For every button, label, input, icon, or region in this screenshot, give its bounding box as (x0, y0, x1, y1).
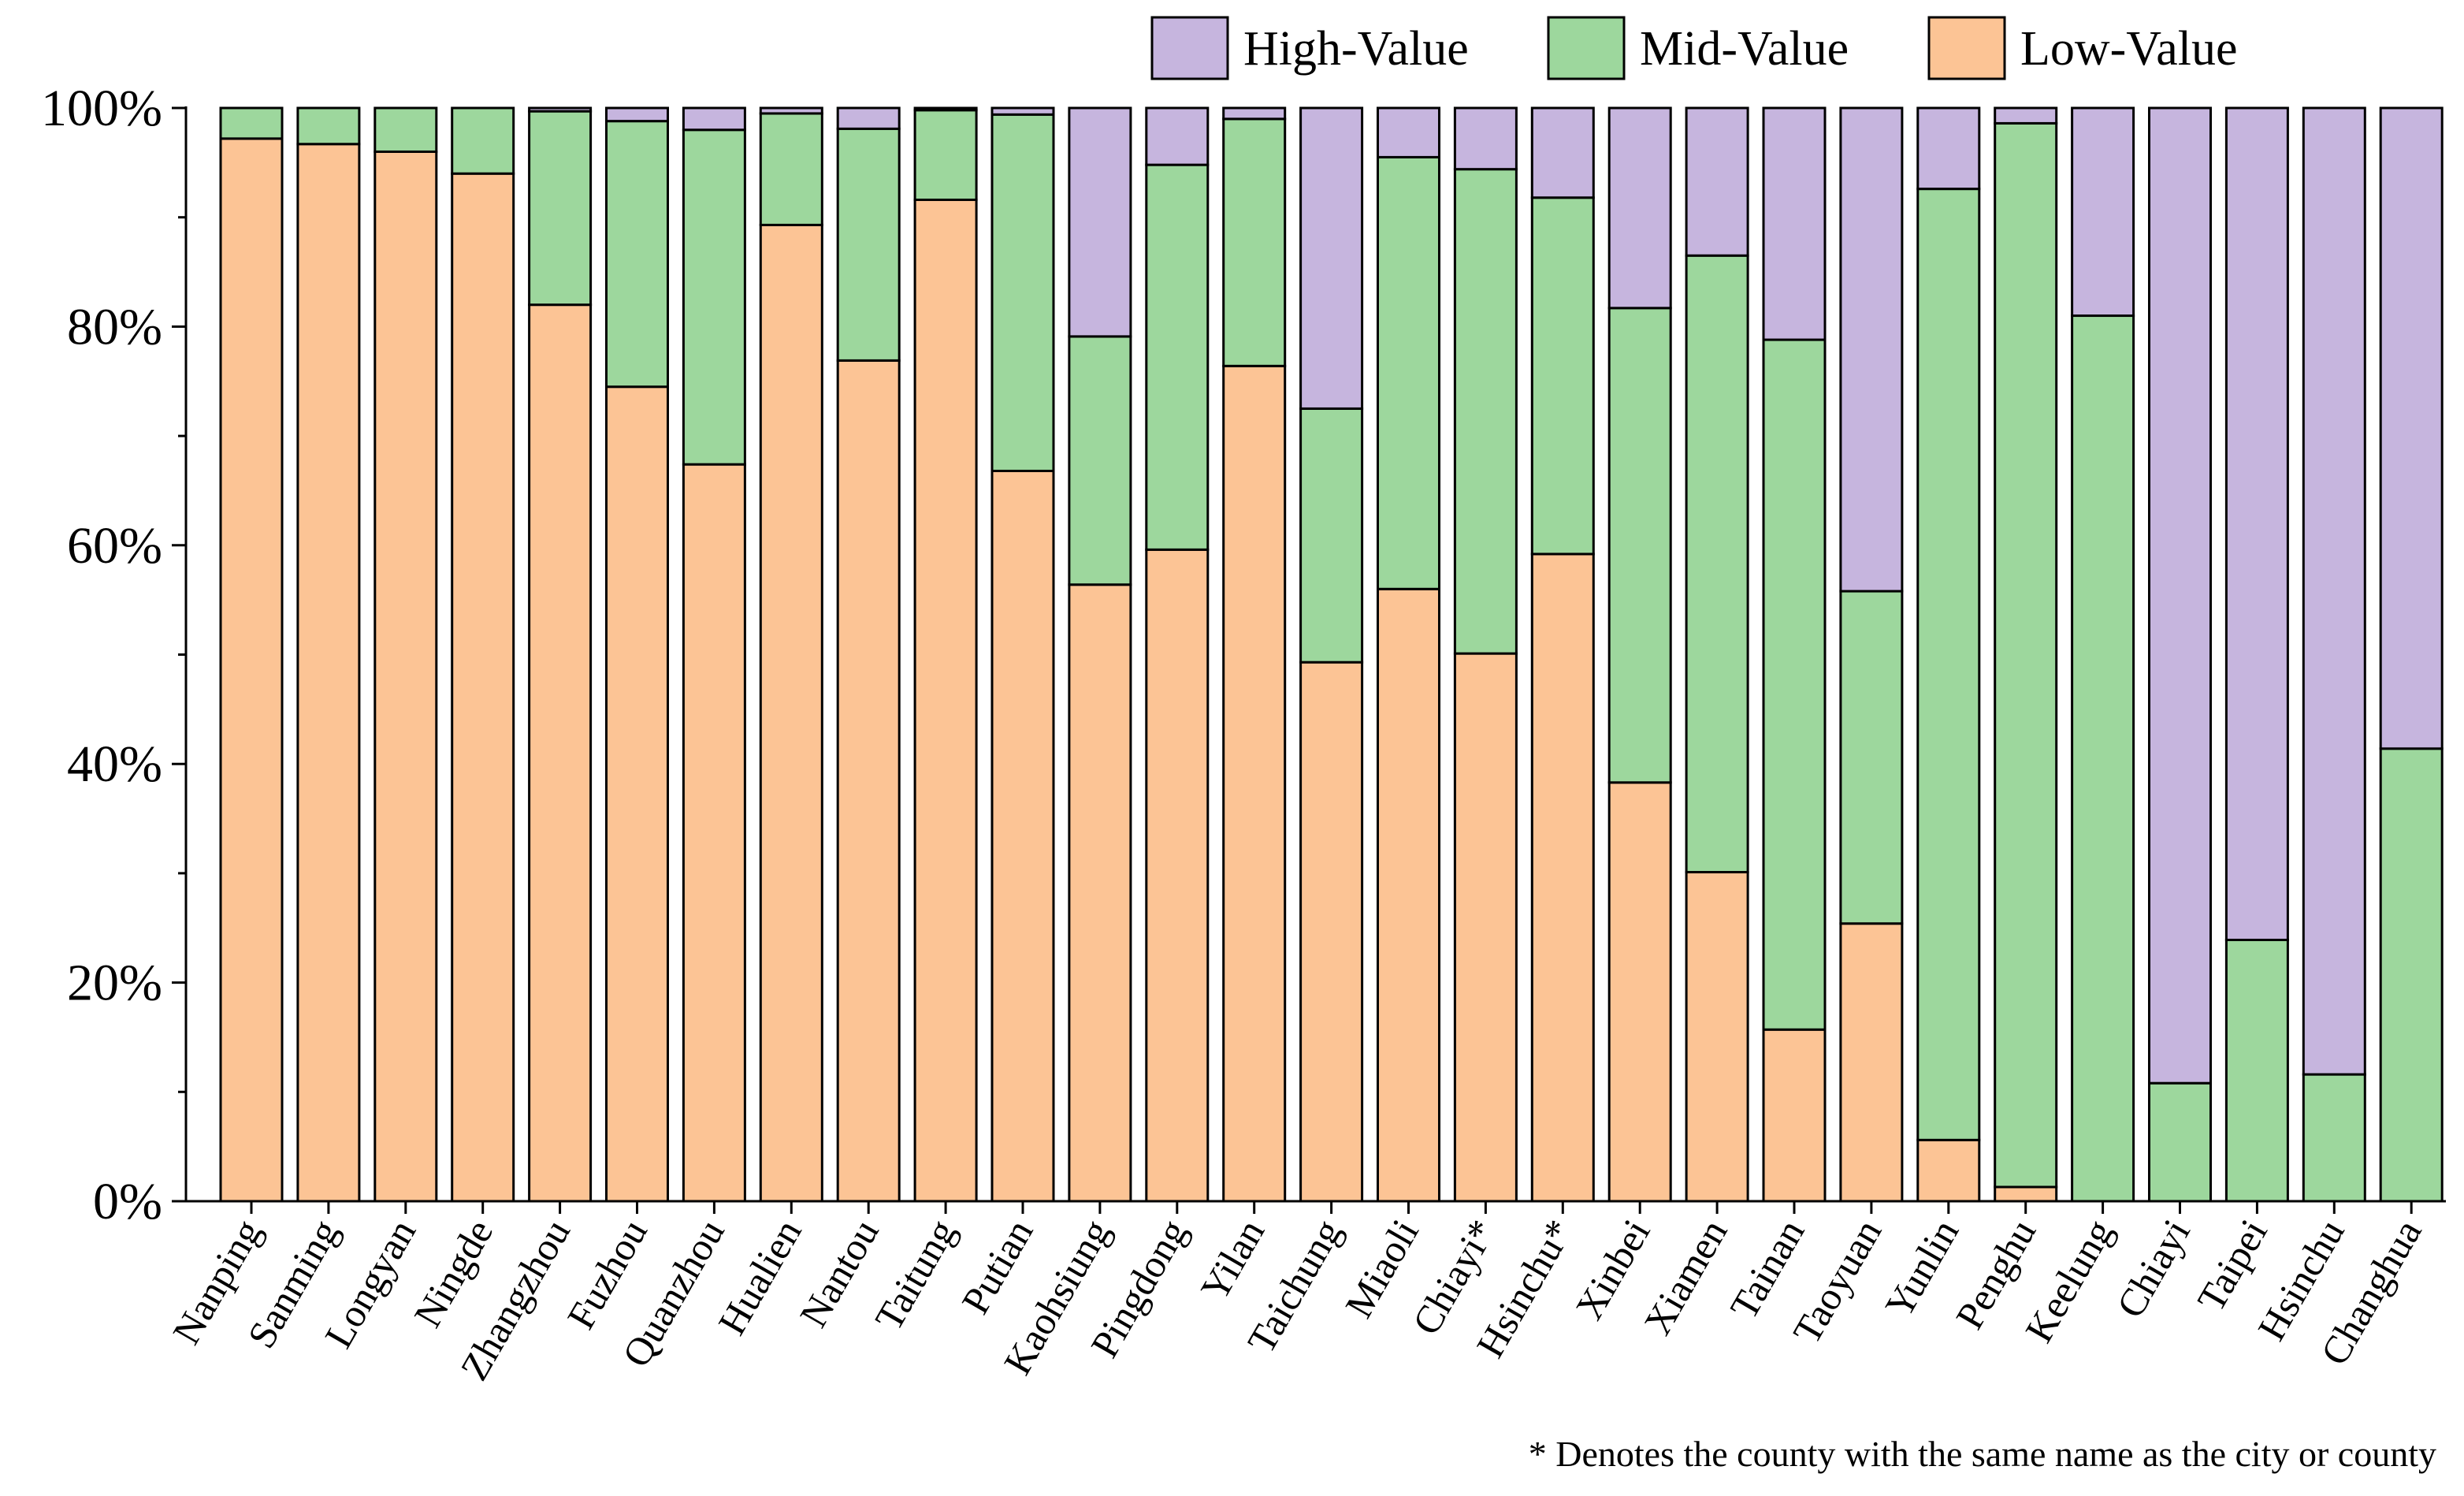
bar-low-value-8 (836, 359, 901, 1203)
bar-mid-value-19 (1685, 254, 1749, 874)
bar-mid-value-9 (913, 109, 978, 202)
bar-mid-value-5 (605, 120, 669, 389)
bar-mid-value-17 (1530, 196, 1595, 556)
bar-low-value-4 (528, 303, 593, 1203)
bar-mid-value-24 (2071, 314, 2135, 1203)
bar-high-value-8 (836, 106, 901, 130)
bar-mid-value-11 (1068, 335, 1132, 586)
bar-mid-value-0 (219, 106, 284, 140)
bar-high-value-27 (2302, 106, 2366, 1076)
bar-low-value-1 (296, 143, 361, 1203)
bar-high-value-11 (1068, 106, 1132, 338)
bar-mid-value-22 (1916, 188, 1981, 1141)
bar-low-value-19 (1685, 871, 1749, 1203)
y-tick-label-2: 40% (67, 735, 162, 793)
bar-high-value-9 (913, 106, 978, 112)
bar-low-value-15 (1377, 587, 1440, 1203)
bar-mid-value-23 (1994, 121, 2058, 1189)
bar-low-value-11 (1068, 583, 1132, 1203)
bar-low-value-7 (759, 223, 823, 1203)
x-tick-label-13: Yilan (1192, 1212, 1273, 1308)
x-axis: NanpingSanmingLongyanNingdeZhangzhouFuzh… (164, 1200, 2446, 1387)
bar-low-value-0 (219, 137, 284, 1203)
bar-low-value-13 (1222, 364, 1287, 1203)
bar-low-value-18 (1607, 781, 1672, 1203)
bar-low-value-17 (1530, 553, 1595, 1203)
y-axis: 0% 20% 40% 60% 80% 100% (41, 80, 188, 1230)
bar-mid-value-25 (2148, 1081, 2212, 1203)
bar-low-value-2 (374, 150, 438, 1203)
bar-mid-value-15 (1377, 155, 1440, 590)
bar-low-value-10 (990, 469, 1055, 1203)
y-tick-label-1: 20% (67, 955, 162, 1012)
bar-high-value-17 (1530, 106, 1595, 199)
bar-high-value-6 (682, 106, 746, 132)
bar-high-value-18 (1607, 106, 1672, 310)
bar-mid-value-3 (451, 106, 515, 175)
bar-high-value-23 (1994, 106, 2058, 125)
bar-mid-value-18 (1607, 307, 1672, 784)
bar-mid-value-16 (1453, 168, 1518, 655)
bar-low-value-6 (682, 463, 746, 1203)
bar-high-value-28 (2379, 106, 2444, 750)
legend-swatch-high-value (1150, 16, 1229, 80)
bar-high-value-5 (605, 106, 669, 123)
bar-mid-value-13 (1222, 117, 1287, 367)
bar-high-value-4 (528, 106, 593, 113)
bar-high-value-19 (1685, 106, 1749, 257)
bar-high-value-14 (1299, 106, 1364, 410)
y-tick-label-5: 100% (41, 80, 162, 137)
bar-high-value-16 (1453, 106, 1518, 171)
bar-low-value-5 (605, 385, 669, 1203)
bar-high-value-10 (990, 106, 1055, 116)
bar-mid-value-1 (296, 106, 361, 146)
bar-mid-value-7 (759, 112, 823, 226)
bar-low-value-16 (1453, 652, 1518, 1203)
bar-mid-value-14 (1299, 407, 1364, 664)
bar-low-value-9 (913, 199, 978, 1203)
bar-mid-value-26 (2224, 939, 2289, 1203)
bar-high-value-26 (2224, 106, 2289, 942)
bar-mid-value-4 (528, 110, 593, 307)
legend-label-mid-value: Mid-Value (1640, 22, 1849, 76)
x-tick-label-25: Chiayi (2108, 1212, 2198, 1325)
bar-low-value-20 (1762, 1028, 1827, 1203)
legend-swatch-low-value (1927, 16, 2006, 80)
bar-high-value-21 (1839, 106, 1904, 593)
bar-low-value-21 (1839, 922, 1904, 1203)
bar-low-value-22 (1916, 1138, 1981, 1203)
legend-label-high-value: High-Value (1243, 22, 1469, 76)
footnote: * Denotes the county with the same name … (1529, 1434, 2436, 1474)
bar-high-value-20 (1762, 106, 1827, 341)
bar-high-value-22 (1916, 106, 1981, 191)
bar-mid-value-6 (682, 128, 746, 466)
bar-mid-value-20 (1762, 338, 1827, 1031)
bar-low-value-23 (1994, 1185, 2058, 1203)
bar-mid-value-2 (374, 106, 438, 153)
bar-high-value-24 (2071, 106, 2135, 318)
bar-high-value-13 (1222, 106, 1287, 121)
bar-mid-value-28 (2379, 747, 2444, 1203)
bar-high-value-15 (1377, 106, 1440, 158)
bar-high-value-12 (1145, 106, 1210, 166)
bar-mid-value-8 (836, 127, 901, 362)
bar-high-value-7 (759, 106, 823, 115)
bar-low-value-14 (1299, 661, 1364, 1203)
bar-low-value-3 (451, 172, 515, 1203)
bar-mid-value-12 (1145, 163, 1210, 551)
bar-high-value-25 (2148, 106, 2212, 1085)
bar-mid-value-10 (990, 113, 1055, 472)
bar-low-value-12 (1145, 548, 1210, 1203)
y-tick-label-0: 0% (93, 1173, 162, 1230)
legend-label-low-value: Low-Value (2020, 22, 2237, 76)
y-tick-label-3: 60% (67, 517, 162, 575)
y-tick-label-4: 80% (67, 298, 162, 355)
bars (219, 106, 2444, 1203)
legend: High-Value Mid-Value Low-Value (1150, 16, 2237, 80)
bar-mid-value-21 (1839, 590, 1904, 925)
bar-mid-value-27 (2302, 1073, 2366, 1203)
legend-swatch-mid-value (1547, 16, 1626, 80)
